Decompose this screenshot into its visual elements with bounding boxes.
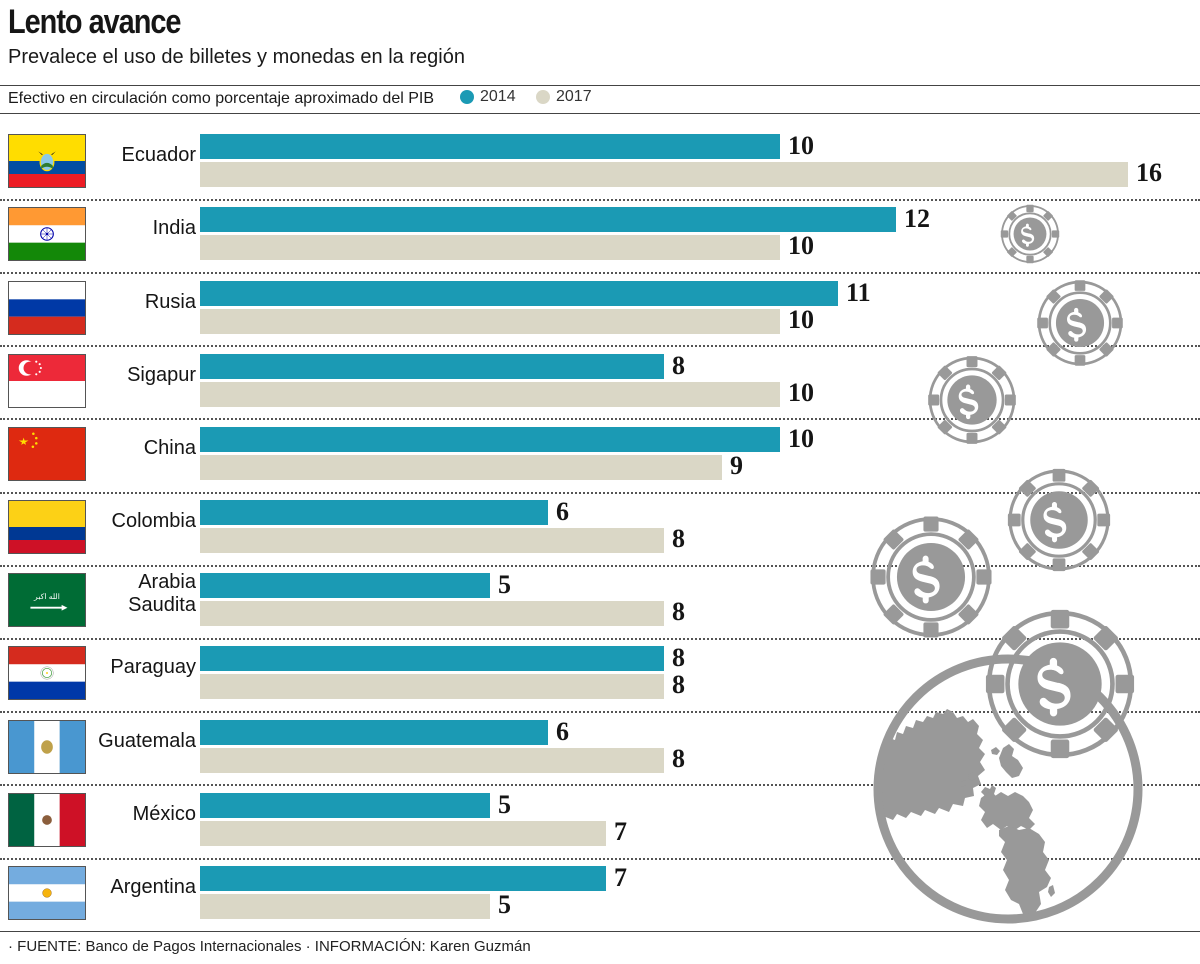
svg-text:الله اكبر: الله اكبر	[33, 592, 60, 601]
